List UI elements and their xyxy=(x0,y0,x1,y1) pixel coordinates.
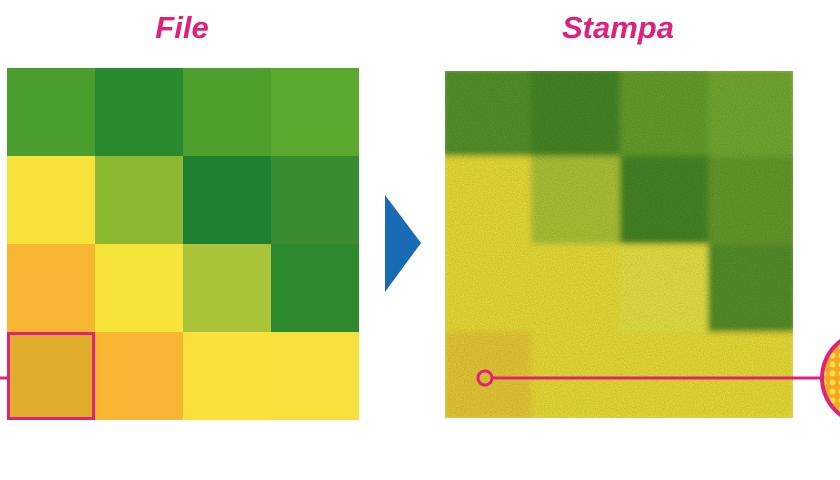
right-title: Stampa xyxy=(562,10,674,45)
cell xyxy=(7,332,95,420)
cell xyxy=(95,332,183,420)
zoom-point xyxy=(476,369,494,387)
cell xyxy=(271,68,359,156)
print-grid xyxy=(442,68,796,421)
cell xyxy=(7,244,95,332)
frame xyxy=(439,65,799,424)
cell xyxy=(271,244,359,332)
cell xyxy=(183,68,271,156)
highlight-box xyxy=(7,332,95,420)
cell xyxy=(183,332,271,420)
zoom-lens xyxy=(820,339,840,417)
cell xyxy=(7,156,95,244)
cell xyxy=(7,68,95,156)
arrow xyxy=(385,195,421,292)
cell xyxy=(183,156,271,244)
cell xyxy=(271,332,359,420)
cell xyxy=(95,68,183,156)
file-grid xyxy=(0,68,359,420)
cell xyxy=(183,244,271,332)
cell xyxy=(95,244,183,332)
cell xyxy=(95,156,183,244)
cell xyxy=(271,156,359,244)
left-title: File xyxy=(155,10,208,45)
